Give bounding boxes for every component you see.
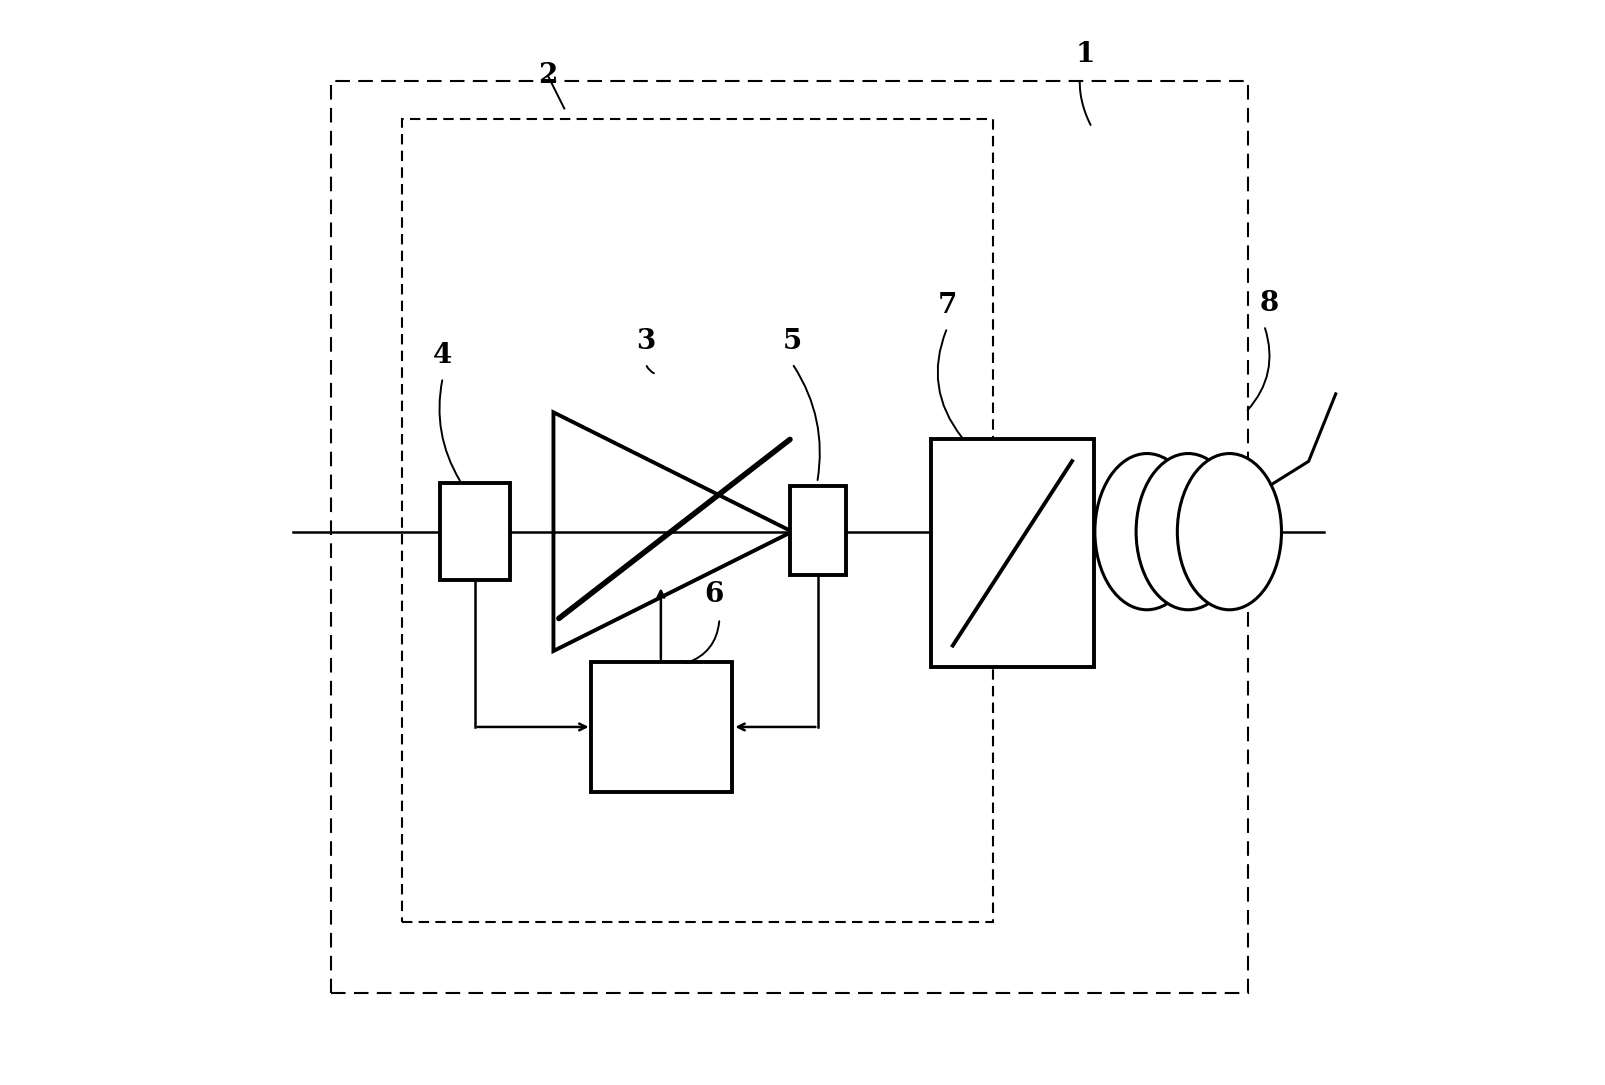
Ellipse shape bbox=[1135, 454, 1239, 610]
Text: 1: 1 bbox=[1075, 41, 1095, 67]
Bar bbox=[931, 439, 1093, 667]
Ellipse shape bbox=[1176, 454, 1281, 610]
Bar bbox=[331, 81, 1247, 993]
Text: 6: 6 bbox=[705, 582, 724, 608]
Text: 5: 5 bbox=[782, 329, 801, 355]
Bar bbox=[401, 119, 992, 922]
Bar bbox=[440, 483, 510, 580]
Bar bbox=[591, 662, 732, 792]
Text: 3: 3 bbox=[636, 329, 655, 355]
Bar bbox=[790, 486, 846, 575]
Ellipse shape bbox=[1095, 454, 1199, 610]
Text: 2: 2 bbox=[538, 63, 557, 89]
Text: 4: 4 bbox=[433, 343, 453, 369]
Text: 8: 8 bbox=[1260, 291, 1278, 317]
Text: 7: 7 bbox=[937, 293, 957, 319]
